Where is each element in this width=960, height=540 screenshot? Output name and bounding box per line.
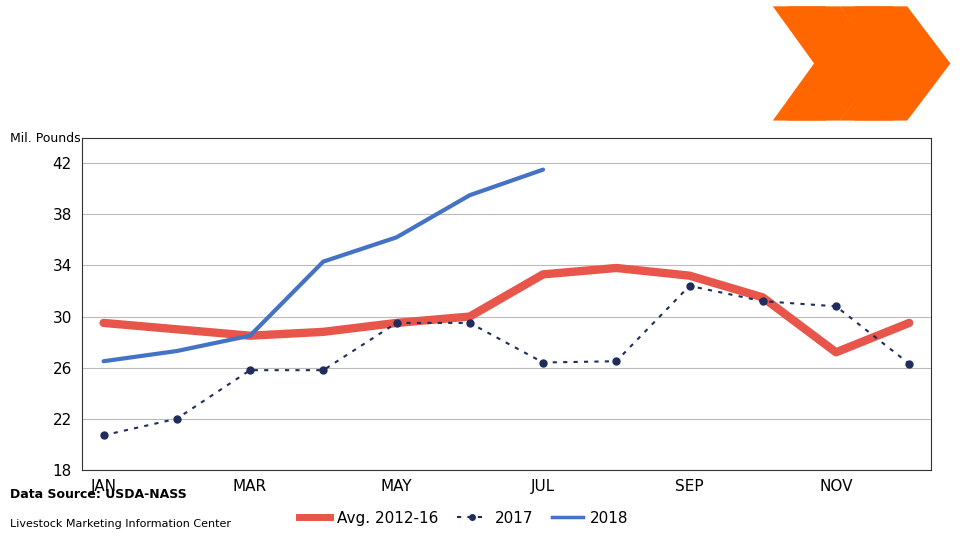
Polygon shape bbox=[840, 6, 936, 120]
Text: Livestock Marketing Information Center: Livestock Marketing Information Center bbox=[10, 519, 230, 529]
Polygon shape bbox=[787, 6, 883, 120]
Polygon shape bbox=[773, 6, 869, 120]
Polygon shape bbox=[854, 6, 950, 120]
Text: LAMB AND MUTTON IN COLD STORAGE: LAMB AND MUTTON IN COLD STORAGE bbox=[175, 24, 689, 48]
Text: Data Source: USDA-NASS: Data Source: USDA-NASS bbox=[10, 488, 186, 501]
Legend: Avg. 2012-16, 2017, 2018: Avg. 2012-16, 2017, 2018 bbox=[293, 505, 635, 532]
Text: Mil. Pounds: Mil. Pounds bbox=[10, 132, 81, 145]
Text: Frozen, End of the Month: Frozen, End of the Month bbox=[319, 90, 545, 108]
